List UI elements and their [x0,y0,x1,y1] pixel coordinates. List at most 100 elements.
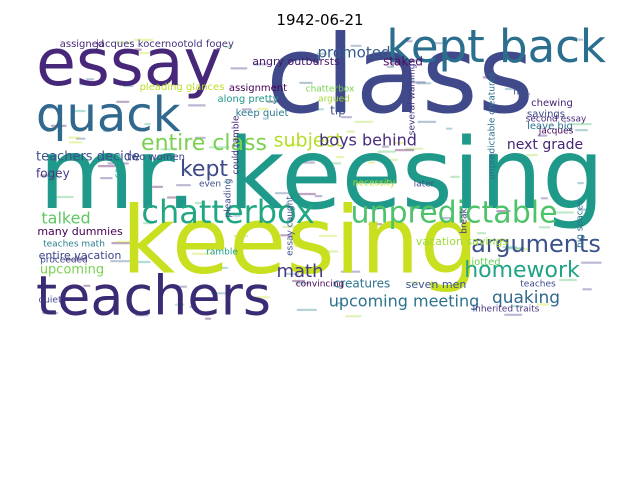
filler-mark [257,107,269,111]
cloud-word: mr. keesing [39,118,605,232]
cloud-word: entire class [141,131,267,156]
filler-mark [295,192,316,196]
filler-mark [115,240,131,243]
filler-mark [537,134,548,137]
cloud-word: math [276,261,323,282]
filler-mark [299,81,313,84]
filler-mark [321,162,342,165]
filler-mark [134,48,142,51]
filler-mark [189,305,196,308]
filler-mark [525,154,538,157]
filler-mark [416,82,432,85]
filler-mark [274,192,292,195]
cloud-word: inherited traits [473,305,540,315]
filler-mark [166,196,183,199]
filler-mark [262,117,269,120]
filler-mark [482,76,492,79]
cloud-word: vacation savings [416,235,509,248]
filler-mark [504,87,517,91]
filler-mark [580,261,602,264]
filler-mark [194,201,203,205]
cloud-background [36,34,606,322]
filler-mark [307,154,314,157]
filler-mark [335,302,344,305]
filler-mark [79,83,87,86]
filler-mark [175,184,191,187]
filler-mark [340,270,361,273]
cloud-word: teaches [520,280,556,290]
filler-mark [507,247,525,250]
chart-title: 1942-06-21 [276,11,364,29]
cloud-word: arguments [471,230,601,258]
filler-mark [389,62,402,65]
filler-mark [441,217,452,220]
filler-mark [233,214,241,217]
filler-mark [351,196,360,199]
filler-mark [496,210,511,213]
filler-mark [194,136,206,139]
filler-mark [174,303,185,306]
filler-mark [286,143,301,146]
cloud-word: necessity [353,179,396,189]
filler-mark [241,108,252,111]
filler-mark [204,317,212,320]
filler-mark [572,38,584,41]
filler-mark [133,38,154,41]
filler-mark [316,52,328,55]
cloud-word: next grade [507,137,583,153]
filler-mark [152,185,164,188]
cloud-word: unpredictable creatures [488,72,498,180]
cloud-word: big spaces [576,200,586,248]
filler-mark [578,208,590,211]
filler-mark [502,246,517,249]
filler-mark [540,197,549,200]
filler-mark [280,234,299,237]
filler-mark [50,124,67,127]
cloud-word: kept [180,157,228,182]
filler-mark [191,252,212,255]
filler-mark [103,129,111,133]
filler-mark [252,63,268,66]
filler-mark [350,44,362,47]
cloud-word: second essay [526,115,587,125]
filler-mark [370,153,381,156]
filler-word-group [40,38,602,320]
filler-mark [225,45,233,48]
filler-mark [373,78,391,81]
cloud-word: teaches math [43,240,105,250]
filler-mark [394,149,415,152]
filler-mark [71,109,86,113]
filler-mark [504,313,523,316]
filler-mark [285,272,299,275]
filler-mark [377,150,396,153]
filler-mark [123,84,134,88]
filler-mark [384,158,398,161]
filler-mark [577,182,584,185]
filler-mark [296,308,317,311]
filler-mark [187,104,206,107]
cloud-word: tip [330,104,346,118]
cloud-word: kept back [386,20,606,73]
filler-mark [53,81,71,84]
filler-mark [214,266,229,269]
cloud-word: convincing [296,280,345,290]
filler-mark [116,100,130,103]
filler-mark [346,130,355,133]
cloud-word: chatterbox [141,193,314,231]
cloud-word: fogey [36,167,70,181]
filler-mark [354,120,374,123]
filler-mark [47,106,56,109]
cloud-word: subject [274,130,343,152]
cloud-word: could ramble [232,115,242,174]
cloud-word: jotted [470,257,500,268]
filler-mark [143,222,153,225]
filler-mark [160,148,178,151]
filler-mark [387,65,395,68]
cloud-word: homework [464,258,580,283]
filler-mark [510,305,524,308]
filler-mark [97,165,116,168]
cloud-word: argued [318,95,350,105]
filler-mark [571,123,592,126]
